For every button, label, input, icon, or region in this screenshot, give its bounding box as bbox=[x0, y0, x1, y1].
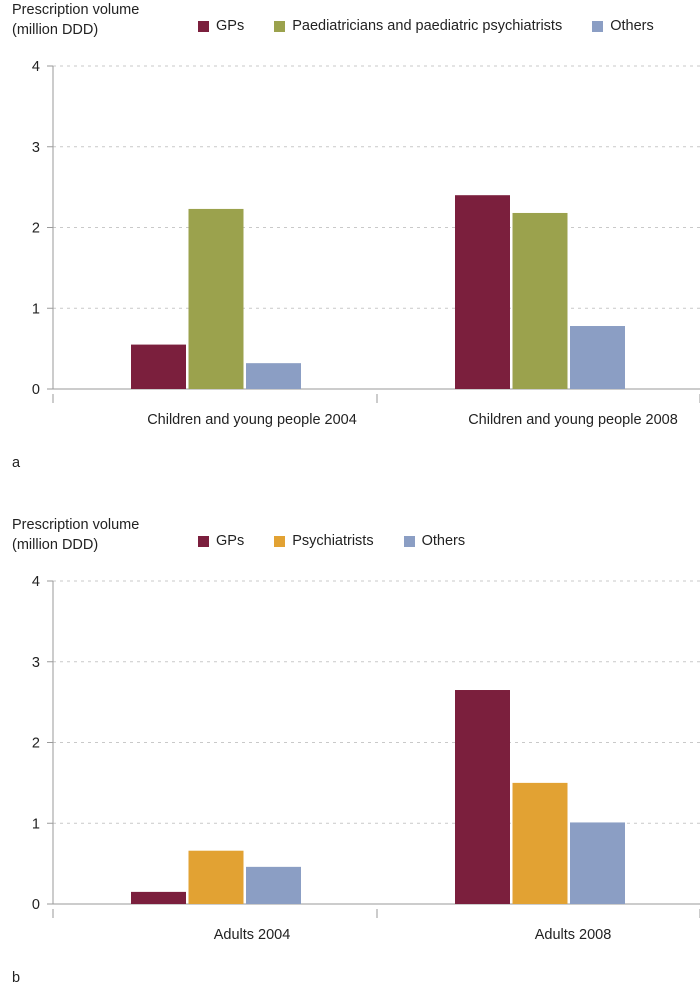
bar-others-children-and-young-people-2008 bbox=[570, 326, 625, 389]
legend-label-paediatricians: Paediatricians and paediatric psychiatri… bbox=[292, 18, 563, 34]
legend-label-others: Others bbox=[421, 533, 466, 549]
bar-paediatricians-and-paediatric-psychiatrists-children-and-young-people-2008 bbox=[512, 212, 568, 389]
legend-label-others: Others bbox=[610, 18, 654, 34]
bar-chart-b: 0 1 2 3 4 Adults 2004 Adults 2008 bbox=[32, 574, 700, 943]
legend-item-gps: GPs bbox=[198, 18, 244, 34]
bar-others-adults-2008 bbox=[570, 822, 625, 904]
bar-gps-children-and-young-people-2008 bbox=[455, 195, 510, 389]
bar-chart-a: 0 1 2 3 4 Children and young people 2004 Child… bbox=[32, 59, 700, 428]
y-axis-label-line2: (million DDD) bbox=[12, 22, 99, 38]
legend-swatch-others bbox=[403, 535, 415, 547]
legend-swatch-gps bbox=[198, 20, 209, 32]
x-category-label: Children and young people 2008 bbox=[468, 412, 678, 428]
bar-gps-adults-2008 bbox=[455, 690, 510, 904]
x-category-label: Adults 2004 bbox=[214, 927, 291, 943]
y-tick-label: 0 bbox=[32, 897, 40, 913]
y-tick-label: 2 bbox=[32, 221, 40, 237]
legend-item-others: Others bbox=[592, 18, 654, 34]
y-tick-label: 2 bbox=[32, 736, 40, 752]
legend-label-gps: GPs bbox=[216, 533, 245, 549]
bar-gps-children-and-young-people-2004 bbox=[131, 344, 186, 389]
y-tick-label: 4 bbox=[32, 574, 40, 590]
y-axis-label-line1: Prescription volume bbox=[12, 2, 140, 18]
bar-others-children-and-young-people-2004 bbox=[246, 363, 301, 389]
bar-gps-adults-2004 bbox=[131, 891, 186, 904]
panel-letter-b: b bbox=[12, 970, 21, 986]
legend-swatch-paediatricians bbox=[274, 20, 286, 32]
chart-panel-b: Prescription volume (million DDD) GPs Ps… bbox=[0, 515, 700, 993]
x-category-label: Children and young people 2004 bbox=[147, 412, 357, 428]
y-tick-label: 4 bbox=[32, 59, 40, 75]
y-axis-label-line2: (million DDD) bbox=[12, 537, 99, 553]
y-axis-label: Prescription volume (million DDD) bbox=[12, 0, 139, 40]
legend: GPs Psychiatrists Others bbox=[198, 533, 495, 549]
panel-letter-a: a bbox=[12, 455, 21, 471]
bar-psychiatrists-adults-2004 bbox=[188, 850, 244, 904]
bar-others-adults-2004 bbox=[246, 866, 301, 904]
legend: GPs Paediatricians and paediatric psychi… bbox=[198, 18, 684, 34]
y-tick-label: 0 bbox=[32, 382, 40, 398]
legend-swatch-others bbox=[592, 20, 604, 32]
y-tick-label: 1 bbox=[32, 301, 40, 317]
y-axis-label-line1: Prescription volume bbox=[12, 517, 140, 533]
bar-paediatricians-and-paediatric-psychiatrists-children-and-young-people-2004 bbox=[188, 208, 244, 389]
legend-item-gps: GPs bbox=[198, 533, 244, 549]
legend-item-paediatricians: Paediatricians and paediatric psychiatri… bbox=[274, 18, 562, 34]
x-category-label: Adults 2008 bbox=[535, 927, 612, 943]
y-tick-label: 3 bbox=[32, 140, 40, 156]
y-tick-label: 1 bbox=[32, 816, 40, 832]
legend-swatch-psychiatrists bbox=[274, 535, 286, 547]
y-axis-label: Prescription volume (million DDD) bbox=[12, 515, 139, 555]
bar-psychiatrists-adults-2008 bbox=[512, 782, 568, 904]
chart-panel-a: Prescription volume (million DDD) GPs Pa… bbox=[0, 0, 700, 480]
legend-label-gps: GPs bbox=[216, 18, 245, 34]
legend-item-others: Others bbox=[403, 533, 466, 549]
legend-swatch-gps bbox=[198, 535, 209, 547]
y-tick-label: 3 bbox=[32, 655, 40, 671]
legend-label-psychiatrists: Psychiatrists bbox=[292, 533, 374, 549]
legend-item-psychiatrists: Psychiatrists bbox=[274, 533, 374, 549]
